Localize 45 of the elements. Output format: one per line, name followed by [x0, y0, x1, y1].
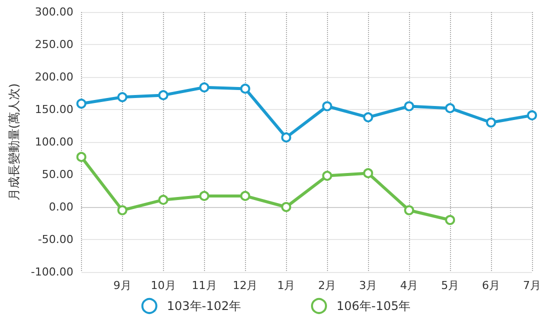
- y-tick-label: 300.00: [34, 6, 74, 18]
- point: [199, 190, 210, 201]
- x-tick-label: 3月: [359, 279, 378, 292]
- point: [486, 118, 496, 128]
- point: [240, 84, 250, 94]
- point: [76, 152, 86, 162]
- point: [240, 190, 250, 201]
- legend-label: 103年-102年: [166, 299, 241, 313]
- x-tick-label: 11月: [192, 279, 217, 292]
- point: [445, 103, 456, 114]
- x-tick-label: 9月: [113, 279, 132, 292]
- x-tick-label: 12月: [232, 279, 258, 292]
- y-tick-label: 50.00: [42, 168, 74, 181]
- point: [117, 205, 128, 216]
- x-tick-label: 10月: [150, 279, 176, 292]
- point: [404, 205, 414, 216]
- x-tick-label: 4月: [400, 279, 418, 292]
- y-tick-label: -100.00: [30, 266, 74, 278]
- point: [527, 110, 537, 120]
- x-tick-label: 5月: [441, 279, 460, 292]
- point: [363, 168, 374, 178]
- x-tick-label: 6月: [482, 279, 500, 292]
- point: [199, 82, 210, 92]
- point: [363, 112, 374, 122]
- legend-label: 106年-105年: [336, 299, 411, 313]
- y-tick-label: -50.00: [38, 233, 74, 246]
- x-tick-label: 1月: [277, 279, 296, 292]
- point: [76, 98, 86, 109]
- x-tick-label: 2月: [318, 279, 336, 292]
- y-tick-label: 150.00: [34, 103, 74, 116]
- point: [404, 101, 414, 112]
- point: [445, 215, 456, 225]
- y-tick-label: 0.00: [48, 200, 74, 214]
- point: [158, 90, 168, 100]
- y-axis-title: 月成長變動量(萬人次): [7, 83, 21, 201]
- point: [322, 170, 332, 181]
- point: [281, 132, 292, 142]
- y-tick-label: 100.00: [34, 136, 74, 148]
- point: [281, 202, 292, 212]
- point: [322, 101, 332, 112]
- y-tick-label: 250.00: [34, 38, 74, 51]
- point: [158, 194, 168, 205]
- y-tick-label: 200.00: [34, 70, 74, 84]
- x-tick-label: 7月: [523, 279, 541, 292]
- point: [117, 92, 128, 102]
